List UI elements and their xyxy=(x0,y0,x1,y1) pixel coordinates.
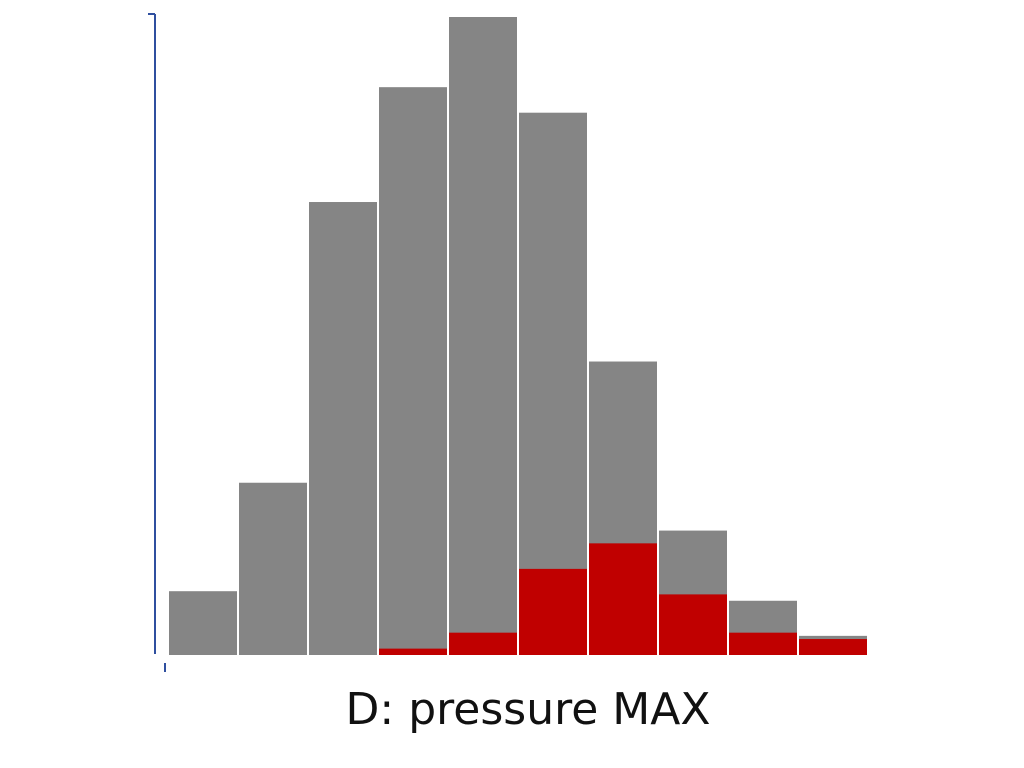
bar-all-bin-2 xyxy=(239,482,307,655)
bar-all-bin-4 xyxy=(379,87,447,656)
bar-all-bin-1 xyxy=(169,591,237,655)
bar-subset-bin-9 xyxy=(729,632,797,655)
bar-all-bin-3 xyxy=(309,202,377,655)
bar-subset-bin-6 xyxy=(519,568,587,655)
bar-all-bin-5 xyxy=(449,17,517,655)
bar-all-bin-6 xyxy=(519,112,587,655)
bar-subset-bin-7 xyxy=(589,543,657,655)
x-axis-label: D: pressure MAX xyxy=(346,684,711,735)
bar-subset-bin-10 xyxy=(799,639,867,655)
bars-group xyxy=(169,17,867,656)
bar-subset-bin-5 xyxy=(449,632,517,655)
bar-subset-bin-4 xyxy=(379,648,447,655)
bar-subset-bin-8 xyxy=(659,594,727,655)
